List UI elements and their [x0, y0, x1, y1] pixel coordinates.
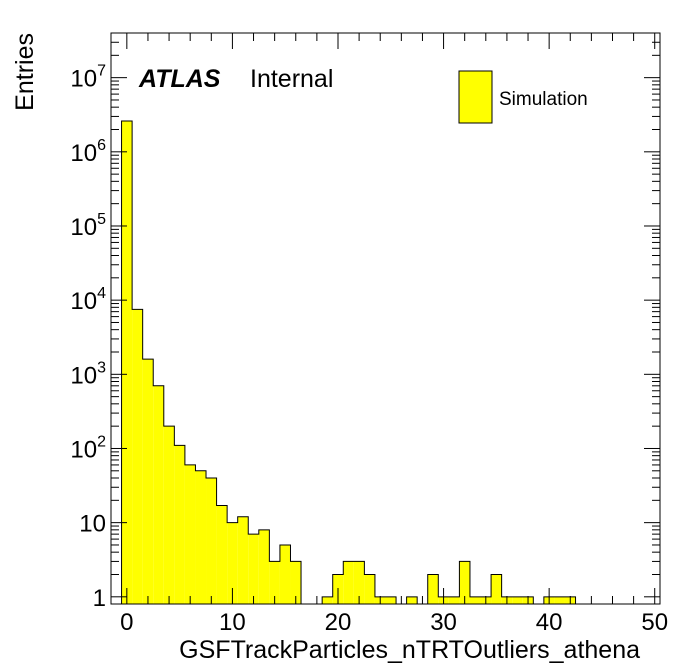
histogram-bar	[184, 464, 196, 604]
histogram-bar	[554, 596, 565, 604]
x-axis-ticks	[126, 33, 656, 604]
histogram-bar	[491, 574, 502, 604]
x-tick-label: 50	[641, 609, 668, 636]
histogram-bar	[512, 596, 523, 604]
histogram-outline	[121, 120, 577, 605]
histogram-bar	[195, 470, 207, 604]
histogram-bars	[121, 120, 577, 605]
x-axis-label: GSFTrackParticles_nTRTOutliers_athena	[179, 636, 640, 664]
histogram-bar	[174, 445, 185, 604]
y-axis-ticks	[111, 32, 660, 598]
y-axis-tick-labels: 1 10 102 103 104 105 106 107	[70, 63, 106, 612]
histogram-bar	[132, 309, 143, 604]
histogram-bar	[406, 596, 418, 604]
internal-label: Internal	[250, 65, 333, 93]
histogram-bar	[427, 574, 439, 604]
histogram-bar	[237, 516, 249, 604]
histogram-bar	[206, 477, 217, 604]
histogram-bar	[153, 385, 164, 604]
histogram-bar	[343, 561, 354, 604]
y-tick-label: 105	[70, 211, 106, 241]
histogram-bar	[216, 505, 228, 604]
legend: Simulation	[458, 70, 588, 124]
x-tick-label: 20	[325, 609, 352, 636]
y-tick-label: 102	[70, 433, 106, 463]
legend-swatch-simulation	[458, 70, 493, 124]
histogram-bar	[163, 426, 175, 604]
histogram-bar	[142, 359, 154, 604]
y-tick-label: 1	[93, 585, 106, 612]
histogram-bar	[290, 561, 302, 604]
histogram-bar	[353, 561, 365, 604]
y-tick-label: 10	[79, 511, 106, 538]
y-tick-label: 104	[70, 285, 106, 315]
histogram-bar	[469, 596, 481, 604]
y-tick-label: 106	[70, 137, 106, 167]
histogram-bar	[322, 596, 333, 604]
legend-label-simulation: Simulation	[499, 89, 588, 110]
histogram-bar	[248, 534, 259, 604]
histogram-bar	[227, 522, 238, 604]
histogram-bar	[258, 529, 270, 604]
histogram-bar	[459, 561, 470, 604]
histogram-bar	[279, 544, 291, 604]
y-tick-label: 103	[70, 359, 106, 389]
x-tick-label: 0	[120, 609, 133, 636]
histogram-bar	[269, 561, 280, 604]
atlas-label: ATLAS	[138, 65, 221, 93]
y-axis-label: Entries	[11, 33, 39, 111]
x-tick-label: 10	[219, 609, 246, 636]
plot-frame	[110, 32, 661, 605]
histogram-bar	[385, 596, 397, 604]
x-tick-label: 40	[536, 609, 563, 636]
y-tick-label: 107	[70, 63, 106, 93]
x-axis-tick-labels: 0 10 20 30 40 50	[120, 609, 668, 636]
histogram-bar	[364, 574, 375, 604]
histogram-bar	[448, 596, 460, 604]
histogram-bar	[121, 121, 133, 604]
x-tick-label: 30	[430, 609, 457, 636]
